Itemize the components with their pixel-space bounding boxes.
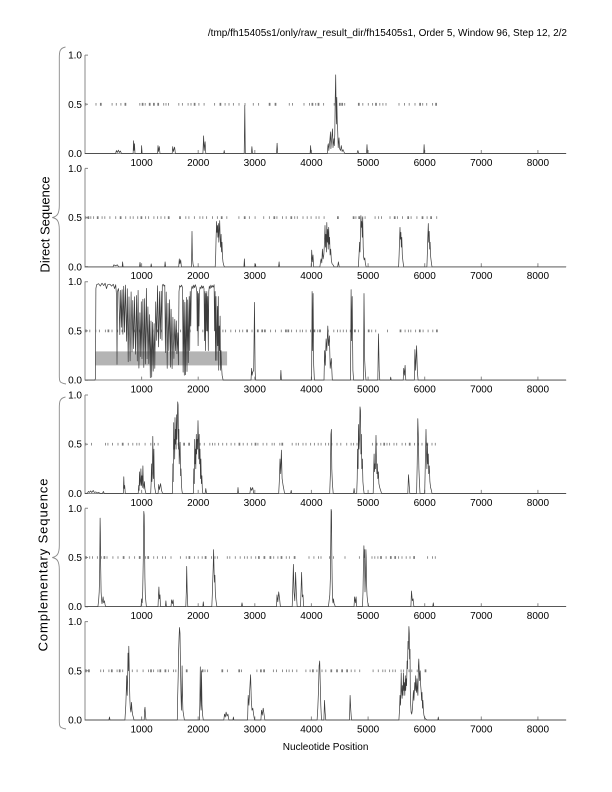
svg-text:4000: 4000 (300, 385, 323, 396)
svg-text:4000: 4000 (300, 724, 323, 735)
svg-text:0.5: 0.5 (68, 553, 82, 564)
svg-text:4000: 4000 (300, 611, 323, 622)
svg-text:6000: 6000 (414, 611, 437, 622)
svg-text:1.0: 1.0 (68, 164, 82, 175)
svg-text:2000: 2000 (187, 611, 210, 622)
svg-text:1000: 1000 (130, 385, 153, 396)
svg-text:7000: 7000 (470, 158, 493, 169)
svg-text:1.0: 1.0 (68, 617, 82, 628)
svg-text:0.0: 0.0 (68, 149, 82, 160)
svg-text:8000: 8000 (527, 498, 550, 509)
svg-text:1000: 1000 (130, 158, 153, 169)
svg-text:7000: 7000 (470, 498, 493, 509)
svg-text:2000: 2000 (187, 724, 210, 735)
svg-text:1000: 1000 (130, 271, 153, 282)
svg-text:0.0: 0.0 (68, 602, 82, 613)
svg-text:4000: 4000 (300, 158, 323, 169)
svg-text:7000: 7000 (470, 611, 493, 622)
svg-text:3000: 3000 (244, 498, 267, 509)
svg-text:/tmp/fh15405s1/only/raw_result: /tmp/fh15405s1/only/raw_result_dir/fh154… (208, 28, 568, 39)
svg-text:3000: 3000 (244, 611, 267, 622)
svg-text:8000: 8000 (527, 611, 550, 622)
svg-text:3000: 3000 (244, 724, 267, 735)
svg-text:3000: 3000 (244, 271, 267, 282)
svg-text:0.0: 0.0 (68, 376, 82, 387)
svg-text:5000: 5000 (357, 611, 380, 622)
svg-text:0.0: 0.0 (68, 262, 82, 273)
svg-text:8000: 8000 (527, 385, 550, 396)
svg-text:6000: 6000 (414, 158, 437, 169)
svg-text:0.5: 0.5 (68, 100, 82, 111)
svg-text:5000: 5000 (357, 158, 380, 169)
svg-text:0.0: 0.0 (68, 716, 82, 727)
svg-text:5000: 5000 (357, 498, 380, 509)
svg-text:8000: 8000 (527, 724, 550, 735)
svg-text:7000: 7000 (470, 724, 493, 735)
svg-text:1.0: 1.0 (68, 504, 82, 515)
svg-text:6000: 6000 (414, 385, 437, 396)
svg-text:1000: 1000 (130, 498, 153, 509)
svg-text:1.0: 1.0 (68, 277, 82, 288)
svg-text:Direct Sequence: Direct Sequence (38, 176, 53, 272)
svg-text:4000: 4000 (300, 271, 323, 282)
svg-text:6000: 6000 (414, 271, 437, 282)
svg-text:Nucleotide Position: Nucleotide Position (283, 742, 369, 753)
svg-text:0.5: 0.5 (68, 326, 82, 337)
svg-text:6000: 6000 (414, 498, 437, 509)
svg-text:3000: 3000 (244, 158, 267, 169)
svg-text:1000: 1000 (130, 724, 153, 735)
svg-text:7000: 7000 (470, 271, 493, 282)
svg-text:0.0: 0.0 (68, 489, 82, 500)
svg-text:4000: 4000 (300, 498, 323, 509)
svg-text:1000: 1000 (130, 611, 153, 622)
svg-text:5000: 5000 (357, 271, 380, 282)
svg-text:3000: 3000 (244, 385, 267, 396)
svg-text:0.5: 0.5 (68, 666, 82, 677)
svg-text:1.0: 1.0 (68, 51, 82, 62)
svg-text:2000: 2000 (187, 158, 210, 169)
svg-text:5000: 5000 (357, 724, 380, 735)
svg-text:0.5: 0.5 (68, 440, 82, 451)
svg-text:8000: 8000 (527, 158, 550, 169)
svg-text:2000: 2000 (187, 271, 210, 282)
svg-text:7000: 7000 (470, 385, 493, 396)
svg-text:1.0: 1.0 (68, 391, 82, 402)
svg-text:2000: 2000 (187, 385, 210, 396)
svg-text:2000: 2000 (187, 498, 210, 509)
svg-text:0.5: 0.5 (68, 213, 82, 224)
svg-text:6000: 6000 (414, 724, 437, 735)
svg-text:8000: 8000 (527, 271, 550, 282)
svg-text:Complementary Sequence: Complementary Sequence (36, 478, 51, 652)
svg-text:5000: 5000 (357, 385, 380, 396)
